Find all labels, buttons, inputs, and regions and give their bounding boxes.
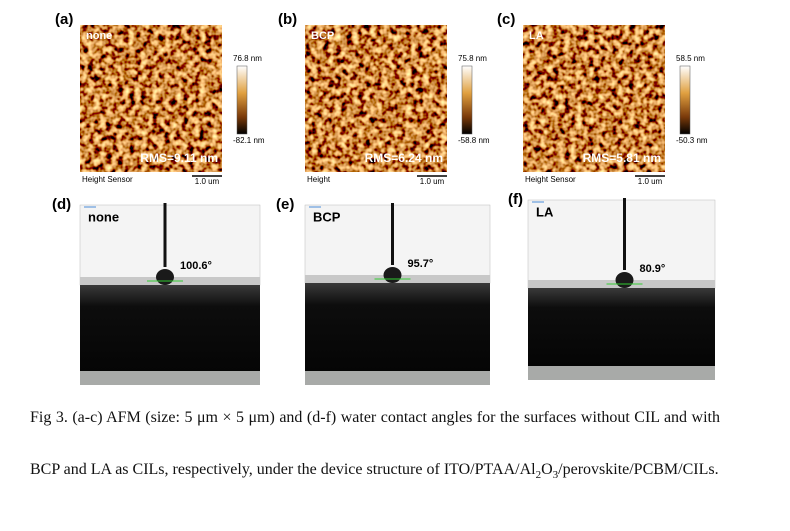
rms-label: RMS=5.81 nm — [583, 151, 661, 165]
status-bar — [80, 371, 260, 385]
colorbar-min: -50.3 nm — [676, 136, 708, 145]
angle-label: 80.9° — [640, 263, 666, 275]
rms-label: RMS=6.24 nm — [365, 151, 443, 165]
panel-label: (e) — [276, 196, 294, 213]
scale-label: 1.0 um — [420, 177, 445, 186]
panel-label: (b) — [278, 11, 297, 28]
angle-label: 95.7° — [408, 258, 434, 270]
colorbar — [236, 65, 248, 135]
colorbar-max: 76.8 nm — [233, 54, 262, 63]
rms-label: RMS=9.11 nm — [140, 151, 218, 165]
panel-label: (a) — [55, 11, 73, 28]
sample-label: none — [86, 30, 112, 42]
colorbar — [679, 65, 691, 135]
substrate — [528, 288, 715, 366]
colorbar-min: -58.8 nm — [458, 136, 490, 145]
colorbar-min: -82.1 nm — [233, 136, 265, 145]
caption-text: Fig 3. (a-c) AFM (size: 5 μm × 5 μm) and… — [30, 409, 720, 478]
droplet — [615, 272, 634, 288]
sensor-label: Height Sensor — [82, 175, 133, 184]
afm-image — [80, 25, 222, 172]
afm-image — [523, 25, 665, 172]
status-bar — [528, 366, 715, 380]
caption: Fig 3. (a-c) AFM (size: 5 μm × 5 μm) and… — [30, 392, 720, 496]
scale-label: 1.0 um — [638, 177, 663, 186]
status-bar — [305, 371, 490, 385]
sample-label: BCP — [311, 30, 334, 42]
colorbar-max: 75.8 nm — [458, 54, 487, 63]
sample-label: LA — [529, 30, 544, 42]
sample-label: BCP — [313, 209, 341, 224]
caption-sub: 2 — [535, 469, 542, 482]
sample-label: none — [88, 209, 119, 224]
angle-label: 100.6° — [180, 260, 212, 272]
colorbar — [461, 65, 473, 135]
figure: (a) none RMS=9.11 nm 76.8 nm -82.1 nm Height … — [52, 11, 716, 385]
sensor-label: Height Sensor — [525, 175, 576, 184]
panel-label: (c) — [497, 11, 515, 28]
substrate — [80, 285, 260, 371]
sensor-label: Height — [307, 175, 331, 184]
caption-text: O — [541, 461, 553, 478]
caption-text: /perovskite/PCBM/CILs. — [558, 461, 719, 478]
colorbar-max: 58.5 nm — [676, 54, 705, 63]
droplet — [156, 269, 174, 285]
panel-label: (f) — [508, 191, 523, 208]
sample-label: LA — [536, 204, 554, 219]
panel-label: (d) — [52, 196, 71, 213]
scale-label: 1.0 um — [195, 177, 220, 186]
substrate — [305, 283, 490, 371]
droplet — [383, 267, 402, 283]
afm-image — [305, 25, 447, 172]
caption-sub: 3 — [552, 469, 559, 482]
